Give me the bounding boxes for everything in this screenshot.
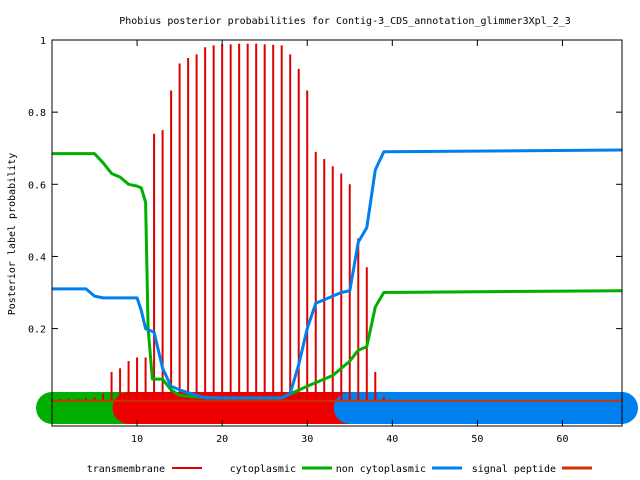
x-tick-label: 60 (556, 434, 568, 445)
legend-label-non-cytoplasmic: non cytoplasmic (336, 464, 426, 475)
y-tick-label: 0.2 (28, 325, 46, 336)
x-tick-label: 30 (301, 434, 313, 445)
y-tick-label: 0.4 (28, 252, 46, 263)
plot-frame (51, 39, 623, 427)
chart-title: Phobius posterior probabilities for Cont… (119, 16, 571, 27)
y-tick-label: 1 (40, 36, 46, 47)
legend-label-transmembrane: transmembrane (87, 464, 165, 475)
y-tick-label: 0.6 (28, 180, 46, 191)
legend-label-cytoplasmic: cytoplasmic (230, 464, 296, 475)
legend-label-signal-peptide: signal peptide (472, 464, 556, 475)
x-tick-label: 50 (471, 434, 483, 445)
transmembrane-impulses (59, 43, 385, 401)
x-tick-label: 20 (216, 434, 228, 445)
y-tick-label: 0.8 (28, 108, 46, 119)
x-tick-label: 10 (131, 434, 143, 445)
x-tick-label: 40 (386, 434, 398, 445)
series-line-non-cytoplasmic (52, 148, 623, 400)
y-axis-ticks: 0.2 0.4 0.6 0.8 1 (28, 36, 622, 336)
x-axis-ticks: 10 20 30 40 50 60 (131, 40, 568, 445)
series-lines (52, 148, 623, 402)
y-axis-label: Posterior label probability (7, 153, 18, 316)
legend: transmembrane cytoplasmic non cytoplasmic s… (87, 464, 592, 475)
series-line-cytoplasmic (52, 152, 623, 400)
